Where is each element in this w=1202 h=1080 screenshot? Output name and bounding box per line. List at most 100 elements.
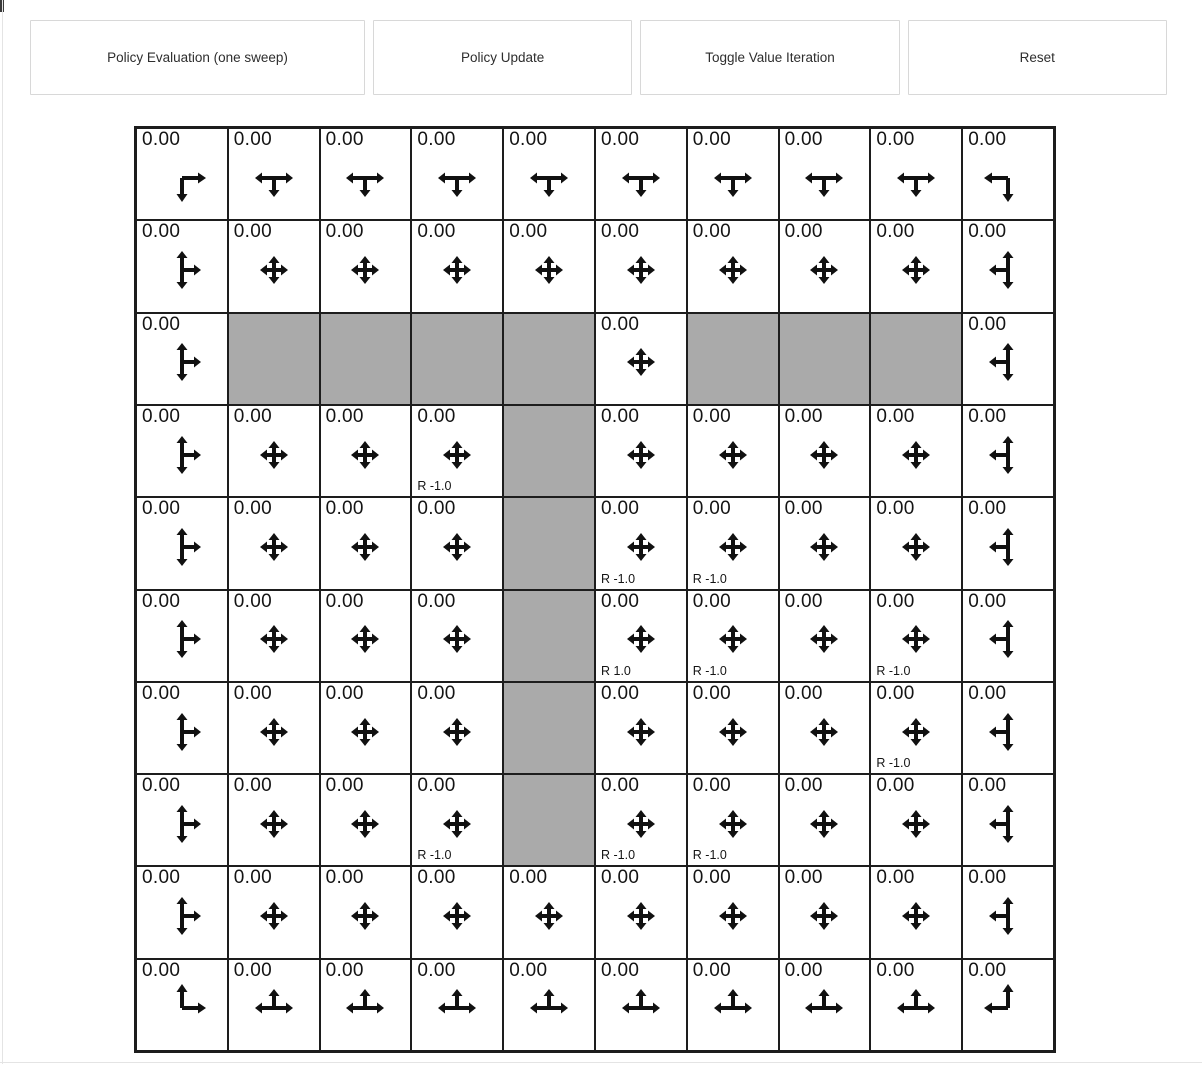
grid-cell[interactable]: 0.00 R -1.0	[595, 497, 687, 590]
grid-cell[interactable]: 0.00	[136, 589, 228, 682]
policy-arrows-icon	[351, 902, 380, 931]
grid-cell[interactable]: 0.00	[595, 681, 687, 775]
grid-cell[interactable]: 0.00	[595, 404, 687, 498]
grid-cell[interactable]: 0.00 R -1.0	[686, 774, 779, 867]
policy-arrows	[982, 429, 1034, 481]
grid-cell[interactable]: 0.00	[686, 958, 779, 1051]
grid-cell[interactable]: 0.00	[778, 958, 871, 1051]
grid-cell[interactable]: 0.00	[870, 220, 963, 313]
grid-cell[interactable]: 0.00	[686, 128, 779, 221]
grid-cell[interactable]: 0.00	[503, 958, 595, 1051]
grid-cell[interactable]: 0.00	[778, 774, 871, 867]
grid-cell[interactable]: 0.00	[136, 958, 228, 1051]
grid-cell[interactable]: 0.00	[595, 220, 687, 313]
grid-cell[interactable]: 0.00 R -1.0	[595, 774, 687, 867]
grid-cell[interactable]: 0.00	[411, 866, 504, 959]
toggle-value-iteration-button[interactable]: Toggle Value Iteration	[640, 20, 900, 95]
grid-cell[interactable]: 0.00	[962, 404, 1054, 498]
grid-cell[interactable]: 0.00	[503, 128, 595, 221]
cell-value: 0.00	[784, 129, 823, 150]
grid-cell[interactable]: 0.00	[778, 681, 871, 775]
grid-cell[interactable]: 0.00	[411, 681, 504, 775]
grid-cell[interactable]: 0.00	[227, 681, 320, 775]
grid-cell[interactable]: 0.00	[595, 312, 687, 405]
cell-value: 0.00	[417, 590, 456, 612]
grid-cell[interactable]: 0.00 R -1.0	[686, 589, 779, 682]
grid-cell[interactable]: 0.00 R -1.0	[686, 497, 779, 590]
grid-cell[interactable]: 0.00	[227, 497, 320, 590]
grid-cell[interactable]: 0.00	[778, 128, 871, 221]
grid-cell[interactable]: 0.00	[778, 497, 871, 590]
grid-cell[interactable]: 0.00	[686, 681, 779, 775]
grid-cell[interactable]: 0.00	[136, 404, 228, 498]
grid-cell[interactable]: 0.00	[227, 589, 320, 682]
grid-cell[interactable]: 0.00	[962, 866, 1054, 959]
policy-evaluation-button[interactable]: Policy Evaluation (one sweep)	[30, 20, 365, 95]
cell-value: 0.00	[417, 959, 456, 981]
grid-cell[interactable]: 0.00	[319, 774, 412, 867]
grid-cell[interactable]: 0.00	[136, 866, 228, 959]
grid-cell[interactable]: 0.00	[227, 128, 320, 221]
grid-cell[interactable]: 0.00	[319, 128, 412, 221]
grid-cell[interactable]: 0.00	[136, 681, 228, 775]
grid-cell[interactable]: 0.00	[962, 497, 1054, 590]
grid-cell[interactable]: 0.00	[870, 958, 963, 1051]
grid-cell[interactable]: 0.00	[411, 220, 504, 313]
grid-cell[interactable]: 0.00	[962, 774, 1054, 867]
grid-cell[interactable]: 0.00	[870, 404, 963, 498]
grid-cell[interactable]: 0.00	[870, 128, 963, 221]
grid-cell[interactable]: 0.00	[686, 220, 779, 313]
grid-cell[interactable]: 0.00	[411, 589, 504, 682]
grid-cell[interactable]: 0.00	[870, 774, 963, 867]
grid-cell[interactable]: 0.00	[686, 866, 779, 959]
grid-cell[interactable]: 0.00	[503, 220, 595, 313]
grid-cell[interactable]: 0.00	[411, 497, 504, 590]
policy-arrows-icon	[530, 172, 569, 197]
grid-cell[interactable]: 0.00	[227, 404, 320, 498]
grid-cell[interactable]: 0.00	[962, 128, 1054, 221]
grid-cell[interactable]: 0.00	[227, 774, 320, 867]
policy-arrows	[798, 706, 850, 758]
grid-cell[interactable]: 0.00	[136, 312, 228, 405]
grid-cell[interactable]: 0.00	[136, 774, 228, 867]
grid-cell[interactable]: 0.00 R -1.0	[870, 681, 963, 775]
grid-cell[interactable]: 0.00	[962, 220, 1054, 313]
grid-cell[interactable]: 0.00	[411, 128, 504, 221]
grid-cell[interactable]: 0.00	[136, 220, 228, 313]
grid-cell[interactable]: 0.00	[595, 958, 687, 1051]
grid-cell[interactable]: 0.00	[778, 589, 871, 682]
grid-cell[interactable]: 0.00	[319, 404, 412, 498]
grid-cell[interactable]: 0.00	[227, 866, 320, 959]
grid-cell[interactable]: 0.00	[870, 866, 963, 959]
grid-cell[interactable]: 0.00	[962, 589, 1054, 682]
grid-cell[interactable]: 0.00 R -1.0	[411, 774, 504, 867]
grid-cell[interactable]: 0.00	[319, 958, 412, 1051]
grid-cell[interactable]: 0.00	[227, 220, 320, 313]
grid-cell[interactable]: 0.00	[411, 958, 504, 1051]
policy-update-button[interactable]: Policy Update	[373, 20, 633, 95]
grid-cell[interactable]: 0.00	[136, 128, 228, 221]
grid-cell[interactable]: 0.00	[870, 497, 963, 590]
grid-cell[interactable]: 0.00	[319, 497, 412, 590]
grid-cell[interactable]: 0.00 R 1.0	[595, 589, 687, 682]
grid-cell[interactable]: 0.00	[227, 958, 320, 1051]
grid-cell[interactable]: 0.00	[595, 866, 687, 959]
grid-cell[interactable]: 0.00 R -1.0	[870, 589, 963, 682]
grid-cell[interactable]: 0.00	[962, 312, 1054, 405]
grid-cell[interactable]: 0.00	[962, 958, 1054, 1051]
grid-cell[interactable]: 0.00	[136, 497, 228, 590]
grid-cell[interactable]: 0.00	[962, 681, 1054, 775]
reset-button[interactable]: Reset	[907, 20, 1167, 95]
grid-cell[interactable]: 0.00	[319, 866, 412, 959]
grid-cell[interactable]: 0.00	[503, 866, 595, 959]
policy-arrows	[798, 152, 850, 204]
grid-cell[interactable]: 0.00	[319, 220, 412, 313]
grid-cell[interactable]: 0.00	[595, 128, 687, 221]
grid-cell[interactable]: 0.00	[319, 681, 412, 775]
grid-cell[interactable]: 0.00	[686, 404, 779, 498]
grid-cell[interactable]: 0.00	[778, 404, 871, 498]
grid-cell[interactable]: 0.00	[319, 589, 412, 682]
grid-cell[interactable]: 0.00 R -1.0	[411, 404, 504, 498]
grid-cell[interactable]: 0.00	[778, 866, 871, 959]
grid-cell[interactable]: 0.00	[778, 220, 871, 313]
